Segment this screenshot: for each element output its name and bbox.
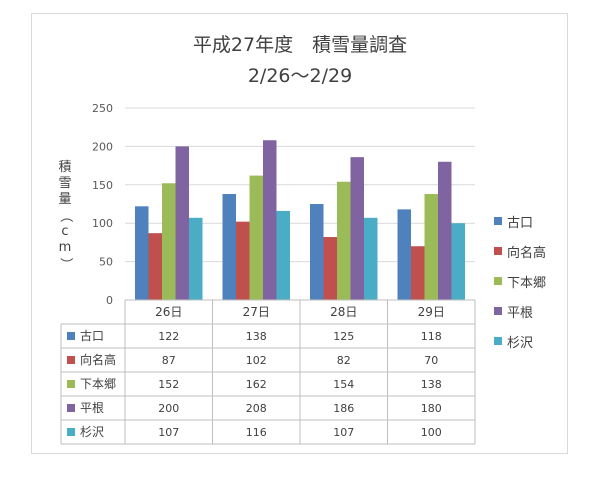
legend: 古口向名高下本郷平根杉沢 — [494, 206, 546, 356]
data-label: 125 — [333, 330, 354, 343]
table-series-swatch — [67, 356, 75, 364]
y-axis-label-char: m — [58, 240, 72, 255]
data-label: 107 — [333, 426, 354, 439]
legend-item: 古口 — [494, 206, 546, 236]
bar — [162, 183, 176, 300]
category-label: 27日 — [243, 305, 270, 319]
y-axis-label: 積雪量（c m） — [56, 160, 74, 272]
bar — [337, 181, 351, 300]
bar — [424, 194, 438, 300]
y-tick-label: 100 — [92, 217, 113, 230]
table-series-swatch — [67, 428, 75, 436]
data-label: 82 — [337, 354, 351, 367]
bar — [175, 146, 189, 300]
data-label: 100 — [421, 426, 442, 439]
legend-item: 平根 — [494, 296, 546, 326]
data-label: 138 — [246, 330, 267, 343]
data-label: 87 — [162, 354, 176, 367]
legend-swatch — [494, 337, 502, 345]
table-series-name: 下本郷 — [80, 377, 116, 391]
bar — [364, 217, 378, 300]
data-label: 116 — [246, 426, 267, 439]
legend-label: 平根 — [507, 305, 534, 321]
chart-subtitle: 2/26〜2/29 — [247, 65, 353, 87]
data-label: 162 — [246, 378, 267, 391]
bar — [189, 217, 203, 300]
legend-item: 杉沢 — [494, 326, 546, 356]
data-label: 102 — [246, 354, 267, 367]
y-tick-label: 0 — [106, 294, 113, 307]
data-label: 107 — [158, 426, 179, 439]
table-series-name: 平根 — [80, 401, 104, 415]
bar — [438, 161, 452, 300]
bar — [148, 233, 162, 300]
data-label: 180 — [421, 402, 442, 415]
bar — [451, 223, 465, 300]
category-label: 26日 — [155, 305, 182, 319]
legend-swatch — [494, 217, 502, 225]
data-label: 200 — [158, 402, 179, 415]
y-tick-label: 200 — [92, 140, 113, 153]
bar — [397, 209, 411, 300]
bar — [249, 175, 263, 300]
bar — [222, 194, 236, 300]
bar — [276, 210, 290, 300]
bar — [323, 237, 337, 300]
legend-swatch — [494, 247, 502, 255]
data-label: 70 — [424, 354, 438, 367]
y-tick-label: 50 — [99, 256, 113, 269]
table-series-swatch — [67, 332, 75, 340]
data-label: 186 — [333, 402, 354, 415]
table-series-name: 向名高 — [80, 352, 116, 367]
legend-label: 杉沢 — [507, 335, 534, 351]
table-series-swatch — [67, 380, 75, 388]
bar — [263, 140, 277, 300]
y-axis-label-char: 量 — [58, 192, 72, 207]
data-label: 122 — [158, 330, 179, 343]
y-axis-label-char: 積 — [58, 160, 72, 175]
bar — [310, 204, 324, 300]
legend-label: 古口 — [507, 215, 534, 231]
data-label: 208 — [246, 402, 267, 415]
data-label: 152 — [158, 378, 179, 391]
y-tick-label: 250 — [92, 102, 113, 115]
bar — [411, 246, 425, 300]
category-label: 29日 — [418, 305, 445, 319]
y-axis-label-char: c — [61, 224, 69, 239]
y-axis-label-char: 雪 — [58, 176, 72, 191]
legend-item: 下本郷 — [494, 266, 546, 296]
legend-swatch — [494, 277, 502, 285]
chart-title: 平成27年度 積雪量調査 — [192, 34, 408, 56]
legend-label: 向名高 — [507, 245, 547, 261]
table-series-name: 古口 — [80, 328, 104, 343]
category-label: 28日 — [330, 305, 357, 319]
table-series-name: 杉沢 — [80, 425, 104, 439]
legend-swatch — [494, 307, 502, 315]
table-series-swatch — [67, 404, 75, 412]
y-tick-label: 150 — [92, 179, 113, 192]
legend-item: 向名高 — [494, 236, 546, 266]
bar — [236, 221, 250, 300]
data-label: 154 — [333, 378, 354, 391]
bar — [350, 157, 364, 300]
legend-label: 下本郷 — [507, 275, 547, 291]
bar — [135, 206, 149, 300]
data-label: 138 — [421, 378, 442, 391]
data-label: 118 — [421, 330, 442, 343]
